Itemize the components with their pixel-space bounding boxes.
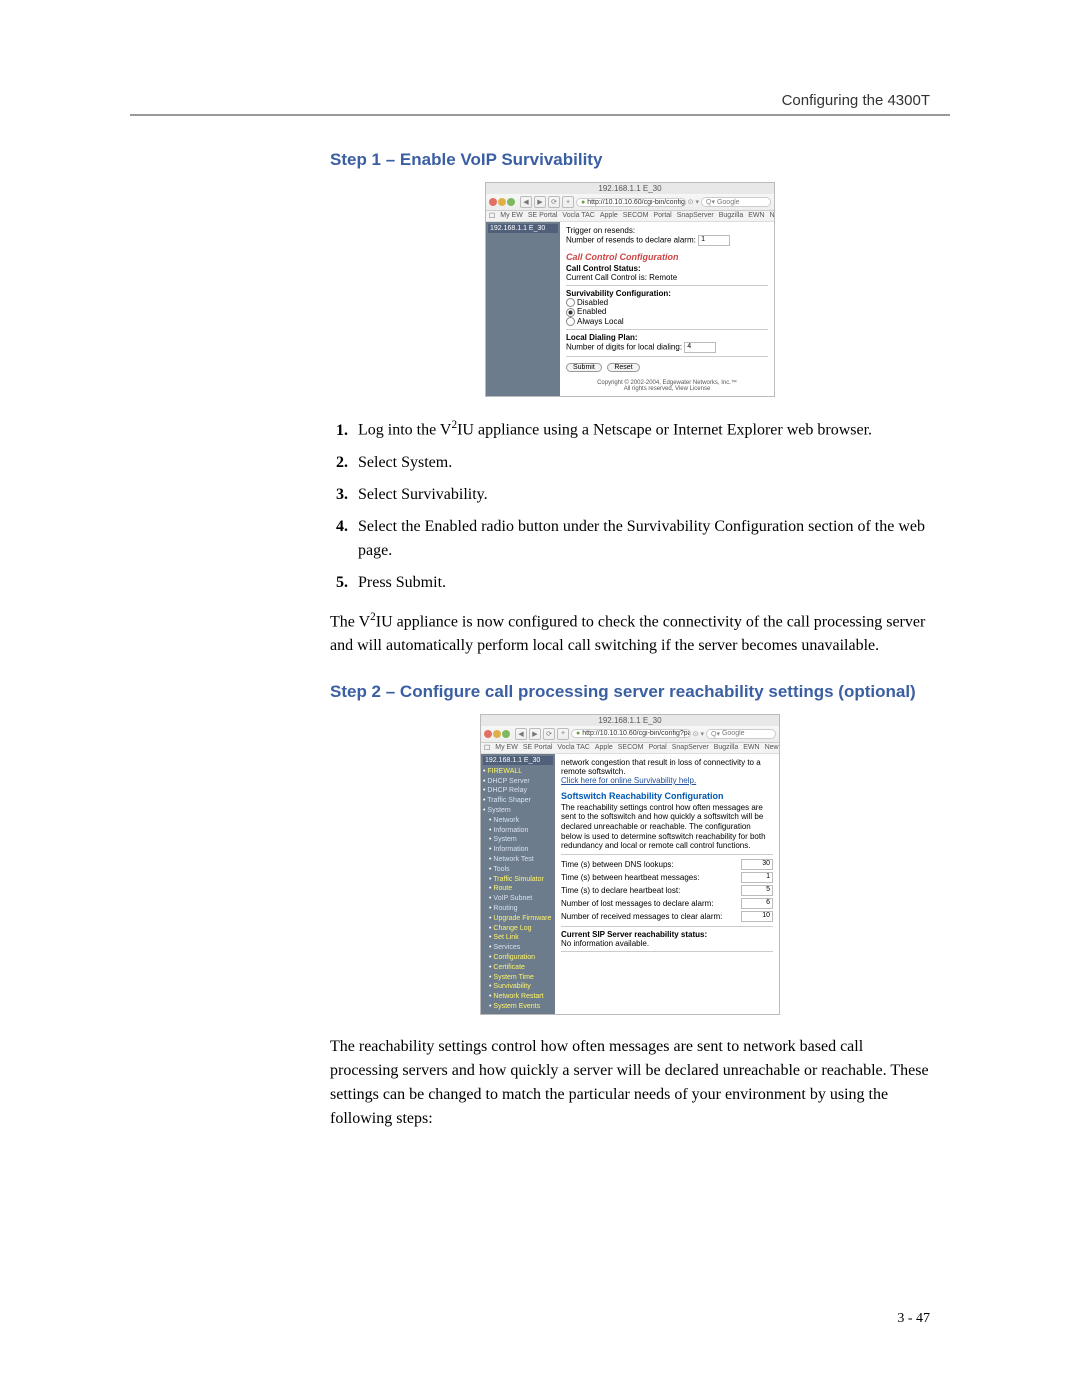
- step1-paragraph: The V2IU appliance is now configured to …: [330, 609, 930, 658]
- step1-item-1: Log into the V2IU appliance using a Nets…: [352, 417, 930, 442]
- ss2-bookmarks: ☐ My EW SE Portal Vocla TAC Apple SECOM …: [481, 743, 779, 754]
- nav-stop-icon: +: [562, 196, 574, 208]
- ss2-titlebar: 192.168.1.1 E_30: [481, 715, 779, 726]
- step1-item-5: Press Submit.: [352, 571, 930, 595]
- ss2-search: Q▾Google: [706, 729, 776, 739]
- step1-heading: Step 1 – Enable VoIP Survivability: [330, 150, 930, 170]
- nav-fwd-icon: ▶: [534, 196, 546, 208]
- ss1-url: ● http://10.10.10.60/cgi-bin/config?page…: [576, 198, 686, 207]
- ss1-titlebar: 192.168.1.1 E_30: [486, 183, 774, 194]
- ss2-main: network congestion that result in loss o…: [555, 754, 779, 1014]
- step2-paragraph: The reachability settings control how of…: [330, 1035, 930, 1131]
- ss1-search: Q▾Google: [701, 197, 771, 207]
- nav-back-icon: ◀: [515, 728, 527, 740]
- nav-reload-icon: ⟳: [548, 196, 560, 208]
- step1-item-4: Select the Enabled radio button under th…: [352, 515, 930, 563]
- reset-button: Reset: [607, 363, 639, 372]
- nav-back-icon: ◀: [520, 196, 532, 208]
- submit-button: Submit: [566, 363, 602, 372]
- step1-item-2: Select System.: [352, 451, 930, 475]
- ss2-sidebar: 192.168.1.1 E_30 FIREWALL DHCP Server DH…: [481, 754, 555, 1014]
- screenshot-step1: 192.168.1.1 E_30 ◀ ▶ ⟳ + ● http://10.10.…: [485, 182, 775, 397]
- ss1-sidebar: 192.168.1.1 E_30: [486, 222, 560, 396]
- ss2-url: ● http://10.10.10.60/cgi-bin/config?page…: [571, 729, 691, 738]
- nav-stop-icon: +: [557, 728, 569, 740]
- step1-item-3: Select Survivability.: [352, 483, 930, 507]
- step2-heading: Step 2 – Configure call processing serve…: [330, 682, 930, 702]
- ss1-bookmarks: ☐ My EW SE Portal Vocla TAC Apple SECOM …: [486, 211, 774, 222]
- header-rule: [130, 114, 950, 116]
- nav-reload-icon: ⟳: [543, 728, 555, 740]
- ss1-main: Trigger on resends: Number of resends to…: [560, 222, 774, 396]
- page-number: 3 - 47: [897, 1311, 930, 1327]
- nav-fwd-icon: ▶: [529, 728, 541, 740]
- screenshot-step2: 192.168.1.1 E_30 ◀ ▶ ⟳ + ● http://10.10.…: [480, 714, 780, 1015]
- running-header: Configuring the 4300T: [782, 92, 930, 109]
- step1-list: Log into the V2IU appliance using a Nets…: [330, 417, 930, 594]
